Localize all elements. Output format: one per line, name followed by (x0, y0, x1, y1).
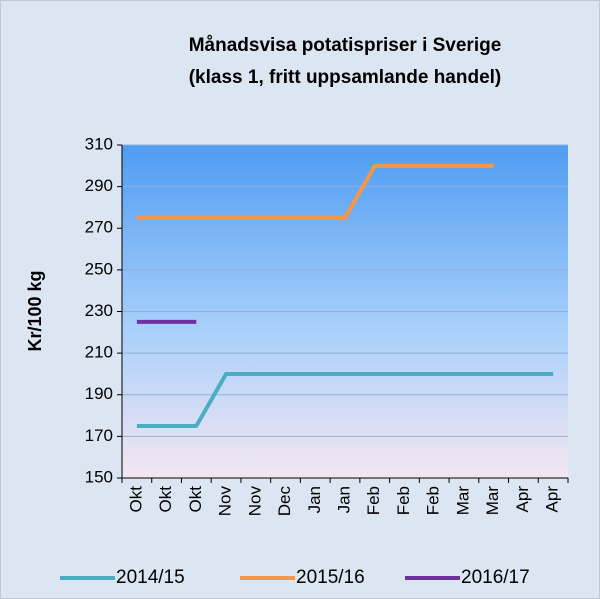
y-tick-label: 250 (85, 259, 113, 278)
series-line (136, 163, 494, 220)
x-tick-label: Okt (186, 486, 205, 513)
y-tick-label: 190 (85, 384, 113, 403)
x-tick-label: Feb (364, 486, 383, 515)
y-axis-label: Kr/100 kg (25, 270, 45, 351)
x-tick-label: Okt (126, 486, 145, 513)
y-tick-label: 150 (85, 467, 113, 486)
x-tick-label: Mar (453, 486, 472, 516)
y-tick-label: 230 (85, 301, 113, 320)
chart-title: Månadsvisa potatispriser i Sverige (189, 35, 502, 56)
legend-label: 2016/17 (461, 567, 530, 588)
x-tick-label: Jan (334, 486, 353, 513)
y-tick-label: 290 (85, 176, 113, 195)
series-line (136, 371, 554, 428)
legend-label: 2015/16 (296, 567, 365, 588)
x-tick-label: Okt (156, 486, 175, 513)
x-tick-label: Nov (245, 486, 264, 517)
x-tick-label: Nov (216, 486, 235, 517)
chart-title: (klass 1, fritt uppsamlande handel) (189, 67, 502, 88)
x-tick-label: Apr (513, 486, 532, 513)
y-tick-label: 170 (85, 426, 113, 445)
y-tick-label: 310 (85, 134, 113, 153)
y-tick-label: 210 (85, 343, 113, 362)
y-tick-label: 270 (85, 218, 113, 237)
legend-label: 2014/15 (116, 567, 185, 588)
x-tick-label: Apr (543, 486, 562, 513)
x-tick-label: Dec (275, 486, 294, 517)
x-tick-label: Feb (394, 486, 413, 515)
x-tick-label: Feb (424, 486, 443, 515)
x-tick-label: Jan (305, 486, 324, 513)
x-tick-label: Mar (483, 486, 502, 516)
